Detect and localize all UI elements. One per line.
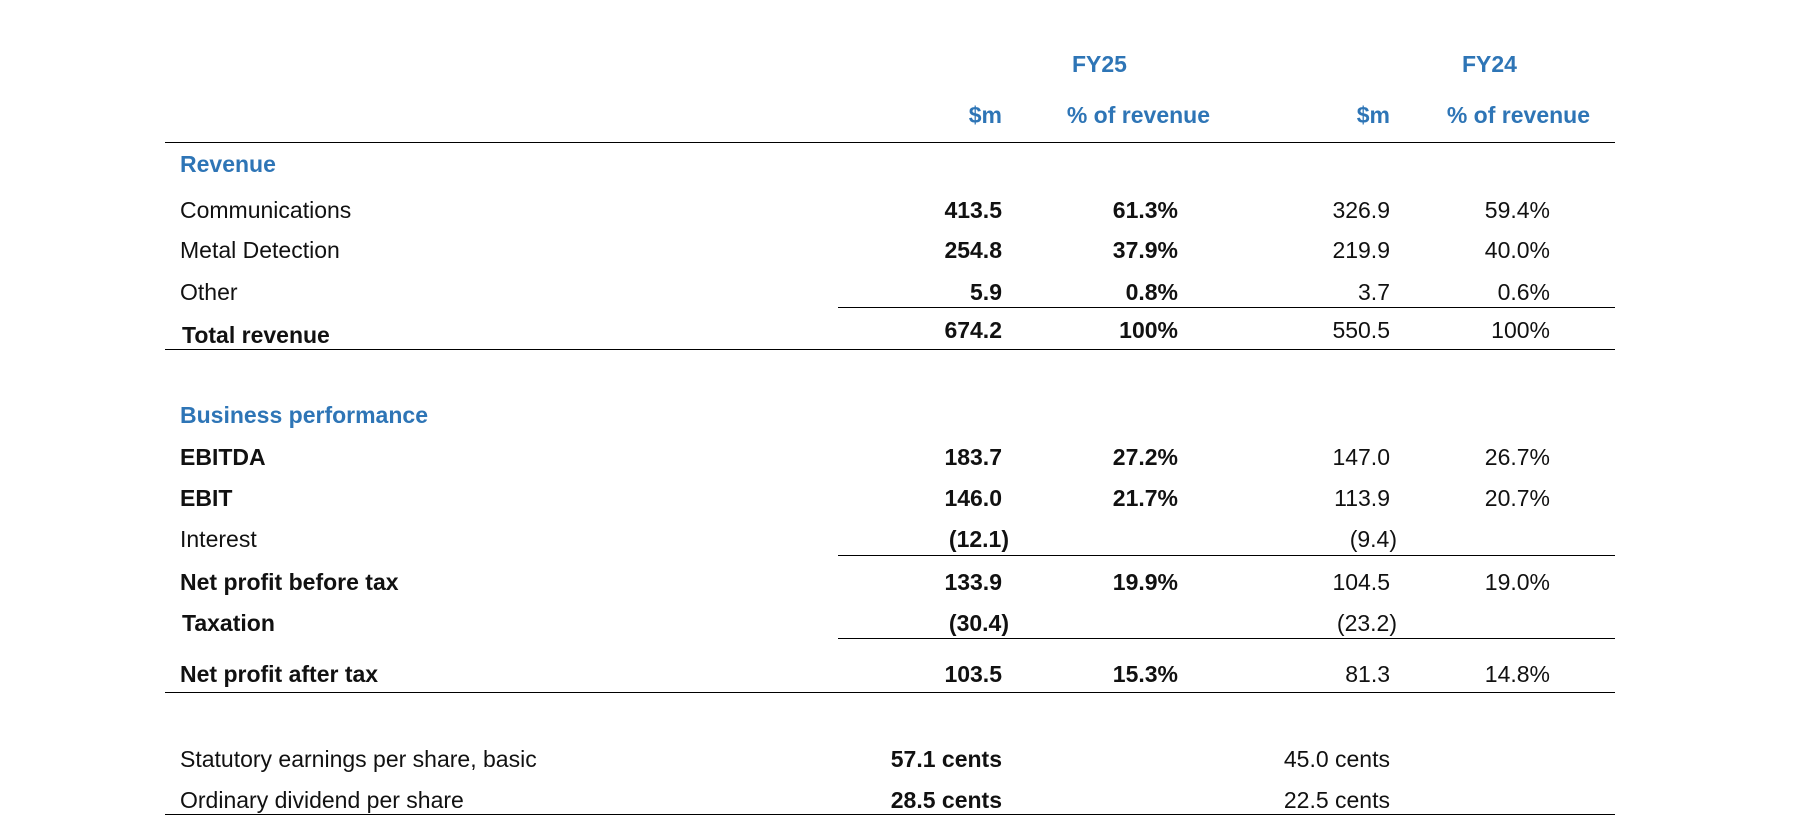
fy24-m-value: 104.5 — [1332, 569, 1390, 595]
fy24-m-value: (23.2) — [1336, 610, 1397, 636]
fy24-value: 22.5 cents — [1283, 787, 1390, 813]
fy25-pct-value: 61.3% — [1112, 197, 1178, 223]
fy24-m-value: (9.4) — [1349, 526, 1397, 552]
fy25-value: 28.5 cents — [890, 787, 1002, 813]
fy24-pct-value: 100% — [1491, 317, 1550, 343]
row-label: Net profit after tax — [180, 661, 379, 687]
row-label: Communications — [180, 197, 352, 223]
fy24-m-value: 326.9 — [1332, 197, 1390, 223]
fy24-pct-value: 14.8% — [1484, 661, 1550, 687]
fy25-pct-value: 0.8% — [1125, 279, 1178, 305]
row-label: EBITDA — [180, 444, 266, 470]
subtotal-rule — [838, 555, 1615, 556]
fy24-m-value: 113.9 — [1334, 485, 1390, 511]
fy25-m-value: (12.1) — [948, 526, 1009, 552]
header-fy24: FY24 — [1462, 51, 1517, 77]
row-label: Taxation — [182, 610, 275, 636]
total-rule — [165, 692, 1615, 693]
header-fy24-pct: % of revenue — [1446, 102, 1590, 128]
fy24-pct-value: 19.0% — [1484, 569, 1550, 595]
row-label: Ordinary dividend per share — [180, 787, 464, 813]
row-label: Interest — [180, 526, 257, 552]
section-heading-revenue: Revenue — [180, 151, 276, 177]
header-fy25-m: $m — [968, 102, 1002, 128]
fy25-m-value: 5.9 — [970, 279, 1002, 305]
section-heading-business-performance: Business performance — [180, 402, 428, 428]
fy25-m-value: 254.8 — [944, 237, 1002, 263]
fy24-pct-value: 0.6% — [1497, 279, 1550, 305]
row-label: Other — [180, 279, 238, 305]
fy24-m-value: 550.5 — [1332, 317, 1390, 343]
subtotal-rule — [838, 307, 1615, 308]
fy25-m-value: (30.4) — [948, 610, 1009, 636]
row-label: EBIT — [180, 485, 233, 511]
fy24-pct-value: 20.7% — [1484, 485, 1550, 511]
fy24-m-value: 3.7 — [1358, 279, 1390, 305]
header-rule — [165, 142, 1615, 143]
subtotal-rule — [838, 638, 1615, 639]
header-fy25: FY25 — [1072, 51, 1127, 77]
fy25-m-value: 133.9 — [944, 569, 1002, 595]
row-label: Total revenue — [182, 322, 330, 348]
fy24-m-value: 219.9 — [1332, 237, 1390, 263]
fy25-value: 57.1 cents — [890, 746, 1002, 772]
row-label: Metal Detection — [180, 237, 340, 263]
row-label: Statutory earnings per share, basic — [180, 746, 537, 772]
bottom-rule — [165, 814, 1615, 815]
fy25-m-value: 103.5 — [944, 661, 1002, 687]
header-fy24-m: $m — [1356, 102, 1390, 128]
fy25-m-value: 674.2 — [944, 317, 1002, 343]
fy25-m-value: 413.5 — [944, 197, 1002, 223]
fy25-m-value: 183.7 — [944, 444, 1002, 470]
fy25-m-value: 146.0 — [944, 485, 1002, 511]
fy25-pct-value: 100% — [1119, 317, 1178, 343]
fy24-value: 45.0 cents — [1283, 746, 1390, 772]
fy25-pct-value: 37.9% — [1112, 237, 1178, 263]
fy24-pct-value: 59.4% — [1484, 197, 1550, 223]
fy24-m-value: 147.0 — [1332, 444, 1390, 470]
total-rule — [165, 349, 1615, 350]
fy25-pct-value: 27.2% — [1112, 444, 1178, 470]
fy25-pct-value: 21.7% — [1112, 485, 1178, 511]
fy25-pct-value: 15.3% — [1112, 661, 1178, 687]
header-fy25-pct: % of revenue — [1066, 102, 1210, 128]
fy24-m-value: 81.3 — [1345, 661, 1390, 687]
fy24-pct-value: 40.0% — [1484, 237, 1550, 263]
fy25-pct-value: 19.9% — [1112, 569, 1178, 595]
row-label: Net profit before tax — [180, 569, 399, 595]
fy24-pct-value: 26.7% — [1484, 444, 1550, 470]
